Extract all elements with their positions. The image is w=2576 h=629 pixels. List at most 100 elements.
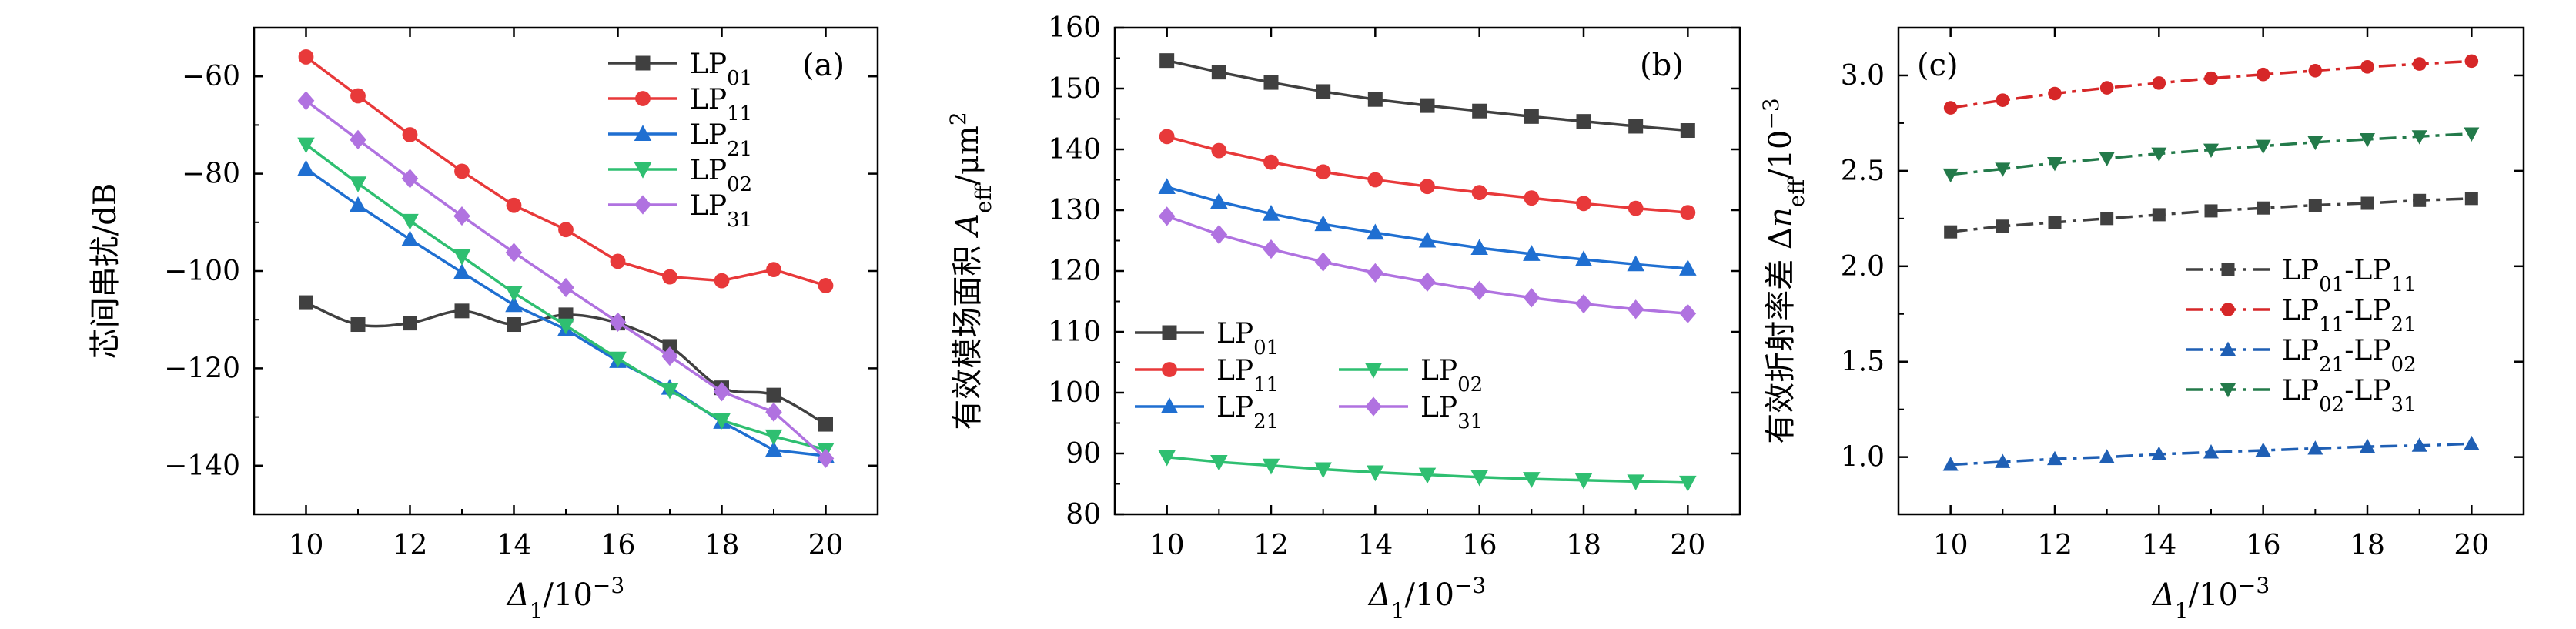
legend-label-LP02: LP02 <box>1420 355 1483 396</box>
data-point-LP02-10 <box>297 137 315 154</box>
y-tick-label: 90 <box>1066 438 1101 470</box>
x-axis-label: Δ1/10−3 <box>1367 573 1486 624</box>
data-point-LP21-20 <box>1679 259 1697 276</box>
data-point-LP31-11 <box>350 129 366 149</box>
data-point-LP02-LP31-17 <box>2307 136 2323 151</box>
data-point-LP21-16 <box>1470 239 1488 255</box>
data-point-LP31-17 <box>661 346 678 366</box>
data-point-LP01-14 <box>507 317 521 333</box>
data-point-LP11-LP21-11 <box>1996 93 2010 107</box>
data-point-LP31-13 <box>1314 252 1332 272</box>
data-point-LP21-LP02-20 <box>2464 435 2480 450</box>
legend-marker-LP11 <box>635 91 651 106</box>
data-point-LP11-12 <box>1263 154 1279 170</box>
data-point-LP11-20 <box>1680 205 1696 221</box>
data-point-LP02-LP31-16 <box>2255 139 2271 155</box>
data-point-LP31-19 <box>1627 299 1644 320</box>
x-tick-label: 18 <box>1566 530 1601 561</box>
data-point-LP31-17 <box>1523 288 1541 308</box>
data-point-LP02-LP31-20 <box>2464 127 2480 142</box>
series-LP11-LP21 <box>1943 54 2479 115</box>
series-LP31 <box>1158 206 1697 323</box>
data-point-LP21-13 <box>1314 215 1332 232</box>
legend-marker-LP11-LP21 <box>2221 303 2235 316</box>
series-LP21 <box>1158 178 1697 276</box>
legend-marker-LP02-LP31 <box>2220 383 2236 398</box>
y-tick-label: 80 <box>1066 499 1101 530</box>
data-point-LP21-14 <box>505 296 523 313</box>
y-tick-label: 1.5 <box>1841 346 1885 378</box>
panel-label: (c) <box>1917 48 1959 83</box>
y-tick-label: 140 <box>1048 134 1101 166</box>
data-point-LP31-11 <box>1210 225 1228 245</box>
data-point-LP01-LP11-15 <box>2204 204 2218 218</box>
data-point-LP11-15 <box>1420 179 1435 195</box>
y-tick-label: 150 <box>1048 73 1101 105</box>
data-point-LP01-19 <box>1628 119 1644 134</box>
series-LP31 <box>297 91 835 468</box>
data-point-LP01-20 <box>818 417 833 432</box>
legend-marker-LP02 <box>1364 363 1383 379</box>
data-point-LP01-LP11-13 <box>2100 212 2114 226</box>
data-point-LP11-19 <box>1628 200 1644 216</box>
data-point-LP21-LP02-19 <box>2411 437 2427 452</box>
series-LP11 <box>1159 129 1696 221</box>
data-point-LP21-11 <box>1210 192 1228 209</box>
data-point-LP11-12 <box>402 127 418 142</box>
data-point-LP21-LP02-14 <box>2151 446 2167 460</box>
data-point-LP11-LP21-17 <box>2308 63 2323 78</box>
data-point-LP11-16 <box>610 253 626 269</box>
data-point-LP01-LP11-20 <box>2464 192 2478 206</box>
data-point-LP02-11 <box>1210 455 1228 471</box>
data-point-LP21-18 <box>1574 250 1593 266</box>
data-point-LP21-14 <box>1367 223 1384 240</box>
data-point-LP01-12 <box>1263 75 1279 90</box>
data-point-LP11-19 <box>766 262 781 278</box>
data-point-LP11-LP21-18 <box>2360 60 2374 74</box>
data-point-LP02-13 <box>453 249 471 266</box>
data-point-LP02-14 <box>505 286 523 303</box>
plot-frame <box>253 26 879 516</box>
data-point-LP01-20 <box>1680 123 1695 139</box>
series-line-LP21-LP02 <box>1950 442 2472 467</box>
x-tick-label: 12 <box>393 530 428 561</box>
data-point-LP02-LP31-19 <box>2411 130 2427 145</box>
data-point-LP02-17 <box>661 383 679 400</box>
data-point-LP11-18 <box>714 273 730 289</box>
data-point-LP01-19 <box>766 387 781 403</box>
data-point-LP01-16 <box>1472 103 1487 119</box>
x-axis-label: Δ1/10−3 <box>506 573 624 624</box>
data-point-LP02-18 <box>713 413 731 430</box>
data-point-LP01-11 <box>1211 65 1226 80</box>
data-point-LP01-LP11-19 <box>2413 193 2427 207</box>
x-tick-label: 10 <box>1149 530 1185 561</box>
data-point-LP11-20 <box>818 278 834 293</box>
y-tick-label: 160 <box>1048 12 1101 44</box>
data-point-LP11-13 <box>1315 164 1331 180</box>
series-LP11 <box>298 49 834 293</box>
data-point-LP11-10 <box>1159 129 1175 145</box>
x-tick-label: 12 <box>1253 530 1289 561</box>
data-point-LP01-LP11-16 <box>2257 201 2270 215</box>
data-point-LP01-LP11-14 <box>2152 208 2166 222</box>
data-point-LP02-15 <box>557 318 575 335</box>
x-tick-label: 18 <box>704 530 740 561</box>
data-point-LP11-14 <box>506 197 522 213</box>
series-LP01 <box>1159 53 1695 139</box>
x-tick-label: 20 <box>808 530 844 561</box>
x-tick-label: 20 <box>1670 530 1705 561</box>
data-point-LP21-LP02-10 <box>1942 457 1959 471</box>
data-point-LP11-LP21-20 <box>2464 54 2479 69</box>
series-line-LP01-LP11 <box>1950 197 2472 233</box>
data-point-LP02-LP31-11 <box>1995 162 2011 177</box>
data-point-LP21-10 <box>1158 178 1176 194</box>
data-point-LP02-10 <box>1158 450 1176 467</box>
series-line-LP02-LP31 <box>1950 132 2472 176</box>
legend-label-LP02: LP02 <box>690 155 752 196</box>
data-point-LP11-17 <box>662 269 677 285</box>
legend-label-LP11-LP21: LP11-LP21 <box>2282 295 2417 336</box>
data-point-LP02-12 <box>1262 458 1280 475</box>
legend-marker-LP21 <box>1160 397 1179 413</box>
data-point-LP02-18 <box>1574 473 1593 490</box>
